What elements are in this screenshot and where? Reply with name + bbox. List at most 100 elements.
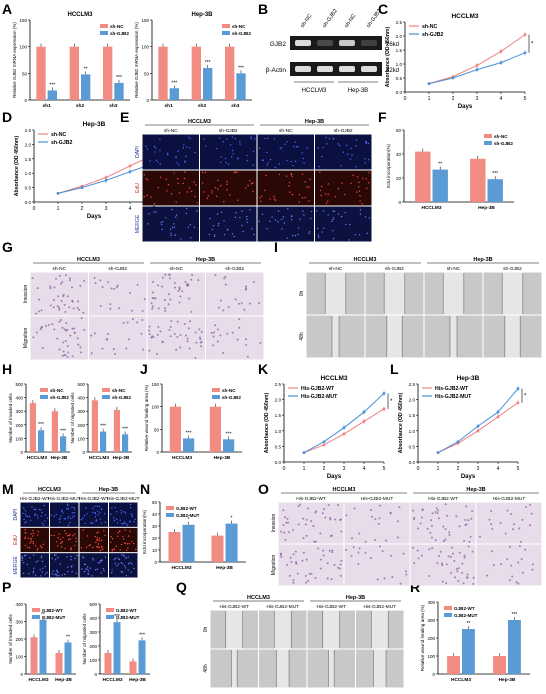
- significance-stars: ***: [60, 428, 66, 434]
- cell-dot: [49, 287, 52, 290]
- x-tick-label: 2: [323, 466, 326, 472]
- cell-dot: [136, 321, 139, 324]
- cell-dot: [173, 172, 175, 174]
- cell-dot: [193, 181, 195, 183]
- cell-dot: [160, 221, 162, 224]
- cell-dot: [216, 340, 219, 343]
- x-tick-label: 3: [477, 466, 480, 472]
- cell-dot: [315, 510, 318, 513]
- cell-dot: [73, 533, 76, 535]
- legend-swatch: [212, 388, 220, 392]
- cell-dot: [446, 514, 449, 517]
- cell-dot: [358, 547, 361, 550]
- cell-dot: [179, 295, 182, 298]
- cell-dot: [278, 163, 281, 165]
- cell-dot: [191, 274, 194, 277]
- cell-dot: [337, 188, 340, 190]
- cell-dot: [64, 310, 67, 313]
- cell-dot: [226, 332, 229, 335]
- cell-dot: [212, 344, 215, 347]
- cell-dot: [78, 308, 81, 311]
- cell-dot: [32, 529, 34, 532]
- bar-sh-GJB2: [183, 438, 195, 452]
- cell-dot: [44, 573, 46, 576]
- cell-dot: [36, 549, 38, 551]
- cell-dot: [321, 231, 323, 233]
- cell-dot: [85, 507, 87, 509]
- cell-dot: [82, 529, 84, 531]
- y-axis-label: EdU incorporation(%): [386, 144, 391, 188]
- cell-dot: [173, 226, 176, 228]
- cell-dot: [524, 548, 527, 551]
- cell-dot: [159, 163, 161, 166]
- cell-dot: [72, 516, 74, 518]
- cell-dot: [56, 305, 59, 308]
- cell-dot: [54, 559, 57, 561]
- lane-label: sh-NC: [344, 13, 358, 29]
- cell-dot: [331, 551, 334, 554]
- cell-dot: [59, 517, 62, 520]
- cell-dot: [92, 557, 94, 560]
- cell-dot: [286, 141, 288, 143]
- cell-dot: [70, 555, 72, 558]
- cell-dot: [24, 554, 27, 557]
- row-label: 0h: [203, 627, 209, 633]
- bar-sh-NC: [113, 409, 120, 452]
- image-panel-G: HCCLM3 Hep-3B sh-NC sh-GJB2 sh-NC sh-GJB2 Inva…: [23, 257, 264, 360]
- cell-dot: [310, 572, 313, 575]
- legend-label: GJB2-MUT: [454, 613, 478, 618]
- cell-dot: [35, 561, 37, 563]
- cell-dot: [506, 509, 509, 512]
- cell-dot: [129, 561, 131, 564]
- group-label: HCCLM3: [247, 595, 270, 601]
- cell-dot: [59, 318, 62, 321]
- column-label: sh-GJB2: [108, 266, 127, 272]
- cell-dot: [96, 537, 98, 539]
- cell-dot: [35, 331, 38, 334]
- cell-dot: [131, 514, 133, 516]
- y-tick-label: 400: [77, 396, 85, 401]
- cell-dot: [99, 518, 101, 520]
- y-tick-label: 400: [427, 600, 435, 605]
- legend-label: sh-GJB2: [110, 31, 129, 36]
- cell-dot: [333, 563, 336, 566]
- bar-sh-GJB2: [47, 90, 57, 100]
- cell-dot: [115, 286, 118, 289]
- x-tick-label: 5: [383, 466, 386, 472]
- cell-dot: [370, 509, 373, 512]
- y-axis-label: Relative GJB2 mRNA expression (%): [134, 22, 139, 98]
- cell-dot: [98, 537, 101, 539]
- cell-dot: [189, 138, 192, 140]
- cell-dot: [319, 189, 322, 192]
- cell-dot: [189, 147, 191, 149]
- cell-dot: [72, 535, 74, 537]
- cell-dot: [337, 504, 340, 507]
- cell-dot: [264, 137, 266, 140]
- column-label: His-GJB2-WT: [219, 604, 249, 610]
- cell-dot: [180, 238, 182, 240]
- y-tick-label: 0: [20, 450, 23, 455]
- x-tick-label: sh2: [198, 103, 207, 109]
- cell-dot: [73, 508, 76, 510]
- cell-dot: [116, 535, 119, 537]
- cell-dot: [125, 523, 128, 525]
- cell-dot: [234, 216, 237, 219]
- group-label: Hep-3B: [196, 257, 215, 263]
- legend-swatch: [32, 615, 40, 619]
- cell-dot: [46, 571, 48, 574]
- cell-dot: [355, 139, 358, 141]
- cell-dot: [213, 234, 216, 236]
- cell-dot: [224, 157, 227, 160]
- micrograph: [79, 502, 108, 527]
- cell-dot: [237, 158, 239, 160]
- cell-dot: [467, 545, 470, 548]
- cell-dot: [201, 171, 203, 174]
- cell-dot: [364, 540, 367, 543]
- cell-dot: [34, 545, 37, 547]
- cell-dot: [492, 564, 495, 567]
- cell-dot: [39, 569, 41, 571]
- cell-dot: [124, 542, 127, 544]
- bar-sh-NC: [29, 403, 36, 452]
- cell-dot: [283, 222, 286, 224]
- cell-dot: [44, 514, 46, 516]
